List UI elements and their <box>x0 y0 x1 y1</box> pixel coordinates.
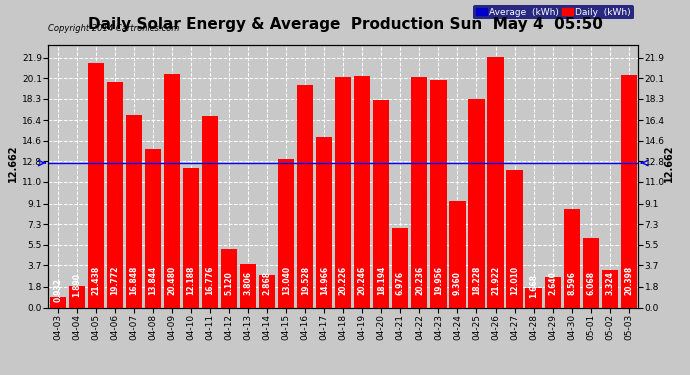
Text: 5.120: 5.120 <box>224 271 234 295</box>
Bar <box>259 275 275 308</box>
Text: 1.668: 1.668 <box>529 274 538 298</box>
Text: 20.246: 20.246 <box>358 266 367 295</box>
Bar <box>526 288 542 308</box>
Bar <box>544 278 561 308</box>
Bar <box>221 249 237 308</box>
Bar <box>393 228 408 308</box>
Text: 21.438: 21.438 <box>91 266 100 295</box>
Text: 20.236: 20.236 <box>415 266 424 295</box>
Text: 3.806: 3.806 <box>244 271 253 295</box>
Text: 3.324: 3.324 <box>605 271 614 295</box>
Bar <box>620 75 637 308</box>
Text: 6.976: 6.976 <box>396 271 405 295</box>
Text: 6.068: 6.068 <box>586 271 595 295</box>
Text: 14.966: 14.966 <box>319 266 328 295</box>
Bar <box>449 201 466 308</box>
Bar <box>335 76 351 308</box>
Text: 1.890: 1.890 <box>72 273 81 297</box>
Bar <box>69 286 85 308</box>
Text: 19.528: 19.528 <box>301 266 310 295</box>
Text: 8.596: 8.596 <box>567 271 576 295</box>
Text: 2.640: 2.640 <box>548 271 557 295</box>
Bar <box>126 115 142 308</box>
Bar <box>431 80 446 308</box>
Text: 12.662: 12.662 <box>664 144 673 182</box>
Text: 0.932: 0.932 <box>53 278 62 302</box>
Text: 18.194: 18.194 <box>377 266 386 295</box>
Text: 19.956: 19.956 <box>434 266 443 295</box>
Text: 20.398: 20.398 <box>624 266 633 295</box>
Bar <box>297 85 313 308</box>
Text: 12.188: 12.188 <box>186 266 195 295</box>
Text: 2.868: 2.868 <box>263 271 272 295</box>
Text: 19.772: 19.772 <box>110 266 119 295</box>
Bar <box>487 57 504 308</box>
Bar <box>602 270 618 308</box>
Bar <box>88 63 104 308</box>
Bar <box>240 264 256 308</box>
Bar <box>164 74 180 308</box>
Text: 18.228: 18.228 <box>472 266 481 295</box>
Bar <box>373 100 389 308</box>
Legend: Average  (kWh), Daily  (kWh): Average (kWh), Daily (kWh) <box>473 5 633 19</box>
Text: 13.844: 13.844 <box>148 266 157 295</box>
Bar <box>411 76 428 308</box>
Bar <box>107 82 123 308</box>
Text: 9.360: 9.360 <box>453 271 462 295</box>
Bar <box>354 76 371 308</box>
Bar <box>145 150 161 308</box>
Bar <box>469 99 484 308</box>
Text: 20.226: 20.226 <box>339 266 348 295</box>
Text: Daily Solar Energy & Average  Production Sun  May 4  05:50: Daily Solar Energy & Average Production … <box>88 17 602 32</box>
Bar <box>183 168 199 308</box>
Text: 16.776: 16.776 <box>206 266 215 295</box>
Bar <box>202 116 218 308</box>
Text: Copyright 2014 Cartronics.com: Copyright 2014 Cartronics.com <box>48 24 179 33</box>
Text: 12.662: 12.662 <box>8 144 18 182</box>
Text: 13.040: 13.040 <box>282 266 290 295</box>
Text: 16.848: 16.848 <box>130 266 139 295</box>
Bar <box>316 137 333 308</box>
Bar <box>278 159 294 308</box>
Text: 20.480: 20.480 <box>168 266 177 295</box>
Bar <box>506 170 522 308</box>
Text: 21.922: 21.922 <box>491 266 500 295</box>
Bar <box>564 209 580 308</box>
Bar <box>582 238 599 308</box>
Text: 12.010: 12.010 <box>510 266 519 295</box>
Bar <box>50 297 66 307</box>
